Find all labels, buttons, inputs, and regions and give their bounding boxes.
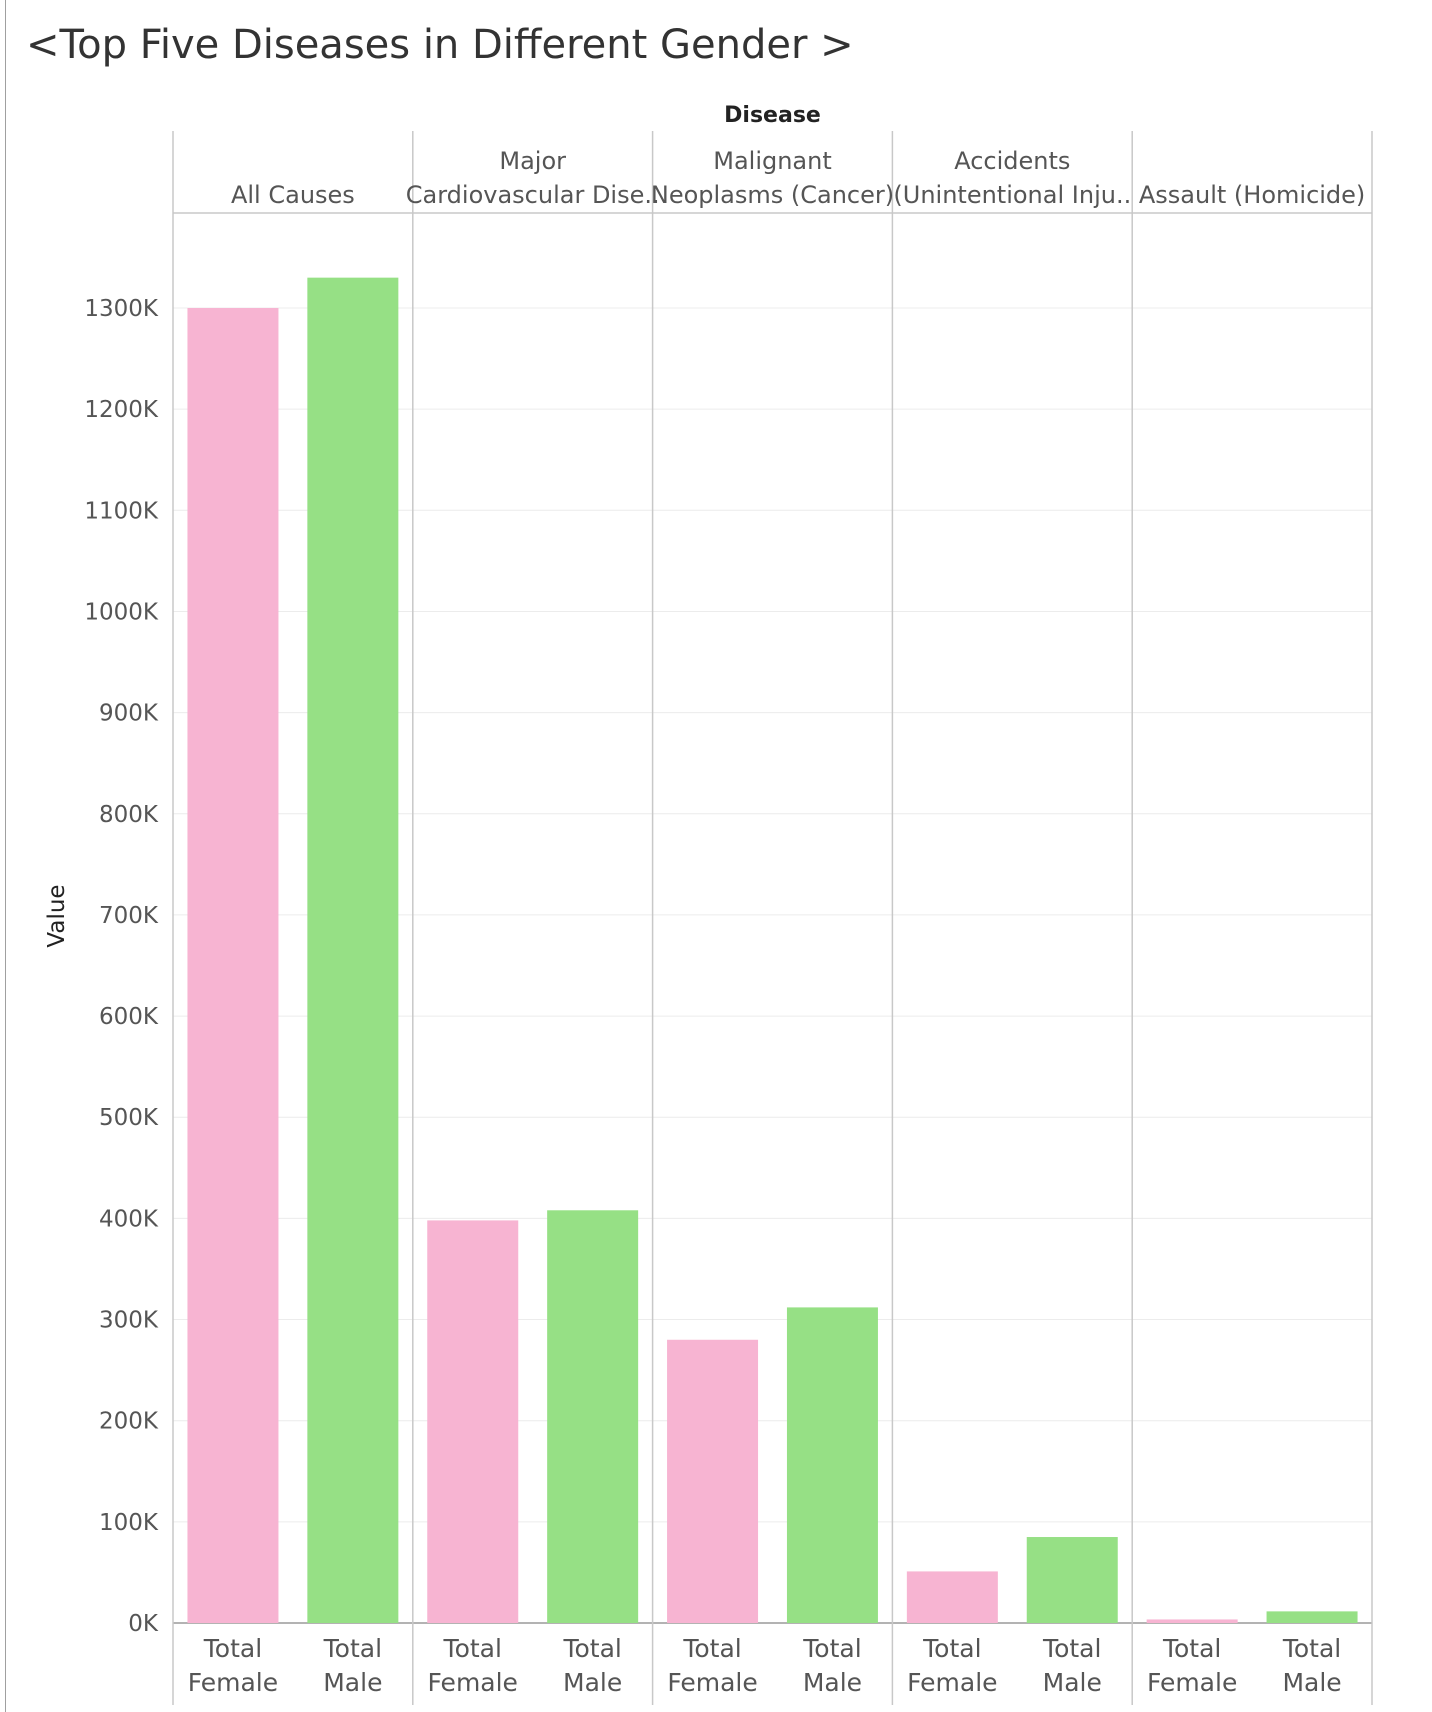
y-tick-label-400K: 400K [99, 1206, 159, 1232]
x-tick-label-2-0-line-0: Total [682, 1634, 741, 1663]
x-tick-label-2-0-line-1: Female [667, 1668, 757, 1697]
y-tick-label-1000K: 1000K [84, 599, 159, 625]
chart-title: <Top Five Diseases in Different Gender > [26, 22, 854, 68]
x-tick-label-1-1-line-1: Male [563, 1668, 622, 1697]
x-tick-label-3-0-line-0: Total [922, 1634, 981, 1663]
x-tick-label-1-1-line-0: Total [562, 1634, 621, 1663]
panel-header-2-line-0: Malignant [713, 147, 832, 175]
bar-0-0 [187, 308, 279, 1623]
y-axis-label: Value [44, 884, 70, 947]
bar-4-1 [1266, 1611, 1358, 1623]
panel-header-3-line-0: Accidents [954, 147, 1070, 175]
panel-header-1-line-1: Cardiovascular Dise.. [406, 181, 660, 209]
y-tick-label-800K: 800K [99, 802, 159, 828]
y-tick-label-200K: 200K [99, 1409, 159, 1435]
x-tick-label-0-0-line-1: Female [188, 1668, 278, 1697]
x-tick-label-2-1-line-0: Total [802, 1634, 861, 1663]
x-tick-label-0-1-line-0: Total [323, 1634, 382, 1663]
panel-header-1-line-0: Major [499, 147, 566, 175]
y-tick-label-0K: 0K [128, 1611, 159, 1637]
x-tick-label-4-0-line-0: Total [1162, 1634, 1221, 1663]
y-tick-label-600K: 600K [99, 1004, 159, 1030]
panel-header-3-line-1: (Unintentional Inju.. [893, 181, 1131, 209]
x-tick-label-3-1-line-1: Male [1043, 1668, 1102, 1697]
x-tick-label-4-0-line-1: Female [1147, 1668, 1237, 1697]
x-tick-label-4-1-line-0: Total [1282, 1634, 1341, 1663]
x-tick-label-1-0-line-0: Total [443, 1634, 502, 1663]
x-tick-label-4-1-line-1: Male [1282, 1668, 1341, 1697]
x-tick-label-3-1-line-0: Total [1042, 1634, 1101, 1663]
x-tick-label-0-0-line-0: Total [203, 1634, 262, 1663]
frame-border [5, 0, 6, 1712]
bar-1-0 [427, 1220, 519, 1623]
x-tick-label-0-1-line-1: Male [323, 1668, 382, 1697]
bar-1-1 [547, 1210, 639, 1623]
y-tick-label-900K: 900K [99, 701, 159, 727]
y-tick-label-700K: 700K [99, 903, 159, 929]
bar-3-1 [1026, 1537, 1118, 1623]
x-tick-label-1-0-line-1: Female [428, 1668, 518, 1697]
bar-4-0 [1146, 1619, 1238, 1623]
x-tick-label-3-0-line-1: Female [907, 1668, 997, 1697]
y-tick-label-1200K: 1200K [84, 397, 159, 423]
panel-header-0-line-0: All Causes [231, 181, 355, 209]
y-tick-label-500K: 500K [99, 1105, 159, 1131]
y-tick-label-1100K: 1100K [84, 498, 159, 524]
y-tick-label-300K: 300K [99, 1308, 159, 1334]
bar-3-0 [906, 1571, 998, 1623]
column-header-label: Disease [724, 103, 821, 128]
bar-2-0 [667, 1339, 759, 1623]
panel-header-4-line-0: Assault (Homicide) [1139, 181, 1365, 209]
panel-header-2-line-1: Neoplasms (Cancer) [651, 181, 894, 209]
bar-2-1 [786, 1307, 878, 1623]
y-tick-label-1300K: 1300K [84, 296, 159, 322]
y-tick-label-100K: 100K [99, 1510, 159, 1536]
x-tick-label-2-1-line-1: Male [803, 1668, 862, 1697]
bar-0-1 [307, 277, 399, 1624]
